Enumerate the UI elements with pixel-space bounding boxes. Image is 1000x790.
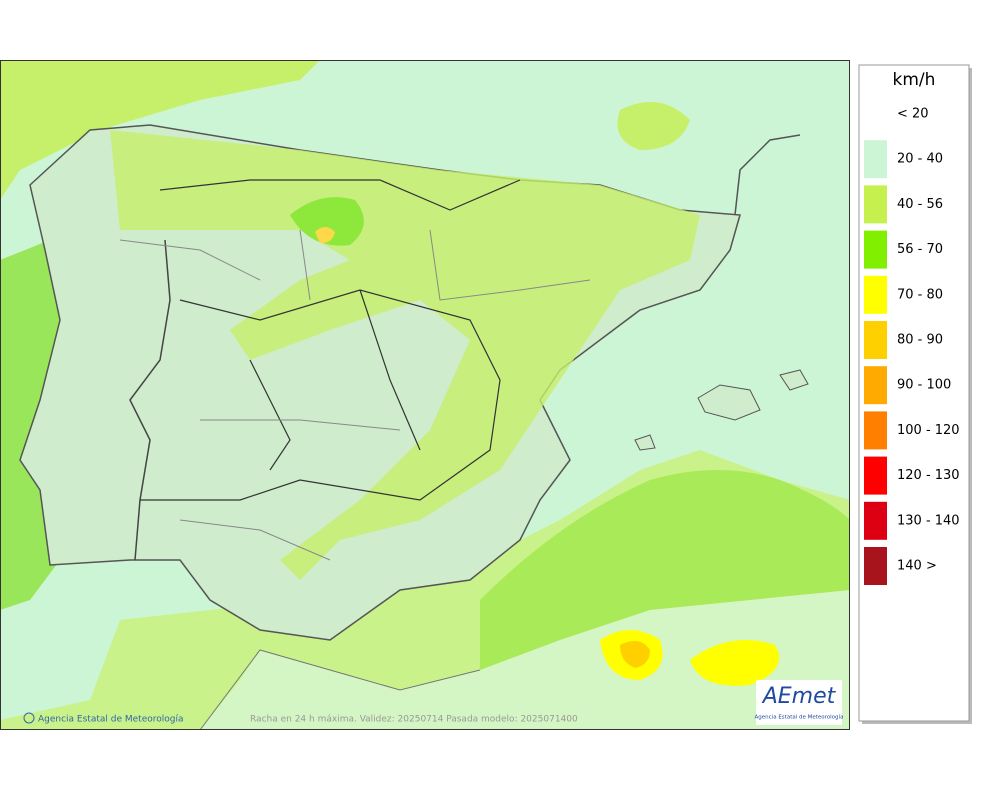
legend-swatch [864,321,887,359]
legend-swatch [864,456,887,495]
gust-70-90 [315,227,335,244]
wind-40-56 [110,130,700,580]
caption: Racha en 24 h máxima. Validez: 20250714 … [250,715,578,725]
wind-area [617,102,690,150]
wind-area [0,60,320,200]
island [697,384,761,421]
legend-label: 40 - 56 [897,197,943,212]
logo-caption: Agencia Estatal de Meteorología [755,714,844,721]
coastline [199,649,481,730]
africa-coast [200,590,850,730]
copyright-icon [23,712,35,724]
gust-70-80 [690,640,780,686]
wind-56-70 [290,197,364,246]
legend-swatch [864,366,887,405]
legend-swatch [864,501,887,540]
regions [140,179,521,501]
coastline [734,134,801,216]
logo-name: AEmet [761,684,837,709]
legend-label: < 20 [897,107,929,122]
map-frame [0,60,850,730]
legend-swatch [864,185,887,224]
legend-swatch [864,140,887,179]
legend-label: 90 - 100 [897,378,951,393]
legend: < 20 20 - 40 40 - 56 56 - 70 70 - 80 80 - 90 9… [864,95,960,585]
legend-swatch [864,230,887,269]
legend-label: 140 > [897,559,937,574]
legend-swatch [864,547,887,585]
legend-label: 130 - 140 [897,513,960,528]
legend-swatch [864,275,887,314]
island [634,434,656,451]
legend-swatch [864,411,887,450]
provinces [119,229,591,561]
gust-80-90 [620,641,650,668]
legend-label: 70 - 80 [897,287,943,302]
legend-title: km/h [893,70,936,90]
credit: Agencia Estatal de Meteorología [38,715,184,725]
island [779,369,809,391]
legend-label: 80 - 90 [897,333,943,348]
legend-label: 56 - 70 [897,242,943,257]
legend-label: 100 - 120 [897,423,960,438]
legend-label: 20 - 40 [897,152,943,167]
logo-box [756,680,842,725]
map [0,60,850,730]
legend-label: 120 - 130 [897,468,960,483]
legend-swatch [864,95,887,133]
